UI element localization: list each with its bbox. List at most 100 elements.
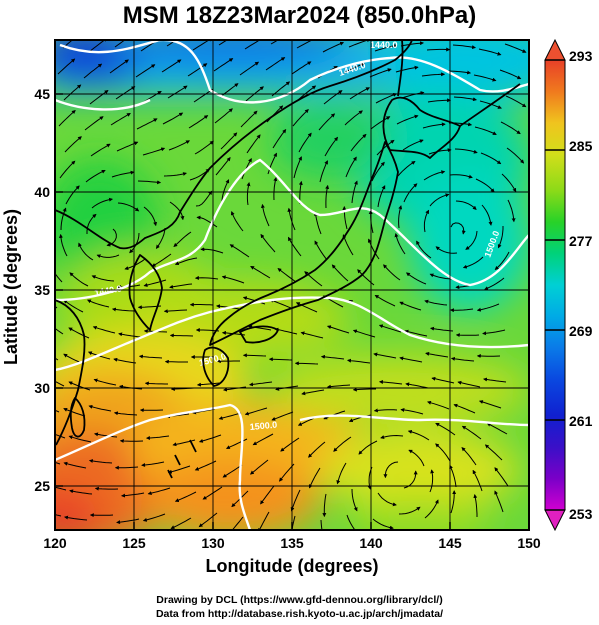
streamline: [198, 512, 218, 528]
streamline: [449, 464, 457, 488]
coastline-shikoku: [239, 325, 279, 344]
streamline: [169, 283, 193, 289]
streamline: [344, 110, 363, 126]
streamline: [65, 185, 80, 205]
streamline: [504, 43, 527, 53]
streamline: [326, 384, 351, 389]
streamline: [55, 327, 64, 335]
coastlines: [55, 40, 521, 479]
streamline: [435, 443, 451, 462]
streamline: [323, 90, 343, 105]
streamline: [314, 240, 328, 261]
streamline: [194, 140, 214, 155]
streamline: [462, 256, 484, 269]
coastline-asia: [55, 40, 413, 250]
coastline-sakhalin: [397, 40, 404, 97]
streamline: [219, 83, 239, 98]
streamline: [143, 279, 167, 287]
streamline: [377, 185, 386, 208]
streamline: [69, 272, 89, 287]
streamline: [142, 147, 166, 156]
streamline: [450, 356, 475, 362]
streamline: [373, 408, 398, 413]
streamline: [423, 209, 430, 233]
streamline: [457, 380, 481, 388]
streamline: [188, 115, 209, 129]
streamline: [369, 68, 392, 78]
streamline: [298, 132, 312, 153]
streamline: [397, 160, 416, 177]
streamline: [435, 422, 456, 436]
streamline: [78, 242, 94, 261]
streamline: [265, 57, 286, 71]
streamline: [249, 459, 269, 475]
streamline: [244, 40, 265, 50]
colorbar-tick-label: 285: [569, 138, 593, 154]
streamline: [400, 408, 424, 415]
gridlines: [55, 40, 529, 530]
streamline: [455, 200, 477, 210]
contour-line: [55, 158, 529, 302]
streamline: [449, 174, 473, 179]
streamline: [240, 110, 258, 128]
streamline: [198, 434, 222, 443]
coastline-kyushu: [202, 346, 230, 387]
streamline: [196, 215, 218, 228]
streamline: [294, 361, 319, 366]
streamline: [430, 326, 454, 332]
streamline: [225, 438, 248, 449]
streamline: [484, 277, 505, 290]
streamline: [296, 40, 318, 49]
x-tick-labels: 120 125 130 135 140 145 150: [43, 535, 541, 551]
streamline: [229, 244, 250, 258]
streamline: [214, 108, 233, 124]
colorbar-bottom-triangle: [544, 509, 566, 532]
streamline: [506, 147, 525, 164]
streamline: [358, 440, 378, 455]
streamline: [428, 148, 452, 155]
streamline: [396, 114, 419, 125]
streamline: [447, 70, 472, 75]
streamline: [60, 207, 67, 231]
streamline: [162, 112, 184, 125]
streamline: [505, 95, 527, 108]
streamline: [494, 467, 509, 487]
streamline: [370, 116, 391, 130]
streamline: [290, 489, 301, 512]
streamline: [195, 190, 213, 207]
streamline: [144, 381, 168, 386]
streamline: [194, 275, 219, 280]
x-tick-label: 120: [43, 535, 67, 551]
streamline: [88, 404, 112, 412]
streamline: [55, 433, 66, 439]
y-axis-label: Latitude (degrees): [1, 208, 21, 366]
streamline: [55, 461, 61, 465]
streamline: [474, 126, 497, 135]
streamline: [424, 299, 448, 306]
streamline: [325, 184, 330, 209]
streamline: [367, 238, 380, 260]
coastline-korea: [128, 254, 163, 331]
streamline: [453, 96, 477, 102]
streamline: [64, 136, 82, 153]
streamline: [313, 211, 322, 235]
wind-streamlines: [55, 40, 527, 530]
streamline: [93, 378, 117, 386]
streamline: [249, 381, 273, 387]
streamline: [59, 233, 68, 257]
streamline: [507, 199, 516, 223]
streamline: [218, 412, 242, 420]
streamline: [319, 160, 328, 183]
streamline: [320, 354, 345, 360]
streamline: [113, 357, 137, 364]
streamline: [322, 493, 327, 518]
streamline: [84, 116, 104, 131]
streamline: [94, 432, 118, 438]
streamline: [435, 246, 458, 254]
credit-drawing: Drawing by DCL (https://www.gfd-dennou.o…: [156, 594, 443, 606]
streamline: [92, 325, 116, 334]
streamline: [395, 65, 419, 73]
streamline: [55, 514, 62, 517]
streamline: [161, 59, 182, 73]
